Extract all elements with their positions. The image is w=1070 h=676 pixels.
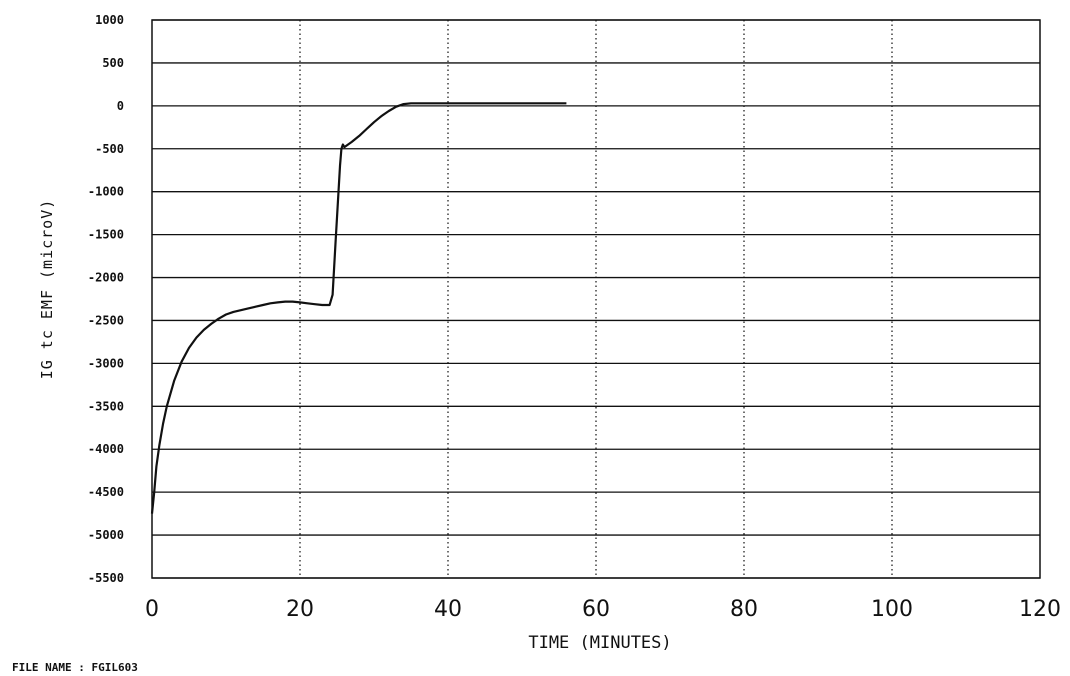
y-tick-label: -2000 xyxy=(88,271,124,285)
x-tick-label: 100 xyxy=(871,597,913,622)
x-axis-label: TIME (MINUTES) xyxy=(528,633,671,653)
x-tick-label: 80 xyxy=(730,597,758,622)
y-tick-label: -4500 xyxy=(88,485,124,499)
grid xyxy=(152,19,1040,579)
x-tick-label: 0 xyxy=(145,597,159,622)
y-tick-label: -4000 xyxy=(88,442,124,456)
y-tick-label: -500 xyxy=(95,142,124,156)
y-tick-label: -3500 xyxy=(88,399,124,413)
y-tick-label: -2500 xyxy=(88,313,124,327)
file-name-footer: FILE NAME : FGIL603 xyxy=(12,661,138,674)
plot-frame xyxy=(151,19,1041,579)
y-tick-label: -1500 xyxy=(88,228,124,242)
y-tick-label: -1000 xyxy=(88,185,124,199)
y-tick-label: 1000 xyxy=(95,13,124,27)
y-tick-label: -5500 xyxy=(88,571,124,585)
x-tick-label: 60 xyxy=(582,597,610,622)
y-tick-label: -5000 xyxy=(88,528,124,542)
y-tick-label: 0 xyxy=(117,99,124,113)
x-tick-label: 120 xyxy=(1019,597,1061,622)
y-tick-label: 500 xyxy=(102,56,124,70)
x-axis-ticks: 0 20 40 60 80 100 120 xyxy=(145,597,1061,622)
y-axis-label: IG tc EMF (microV) xyxy=(38,199,56,380)
x-tick-label: 20 xyxy=(286,597,314,622)
series-group xyxy=(150,102,567,514)
y-tick-label: -3000 xyxy=(88,356,124,370)
y-axis-ticks: 1000 500 0 -500 -1000 -1500 -2000 -2500 -3000 -35… xyxy=(88,13,124,585)
series-line xyxy=(150,102,567,514)
x-tick-label: 40 xyxy=(434,597,462,622)
